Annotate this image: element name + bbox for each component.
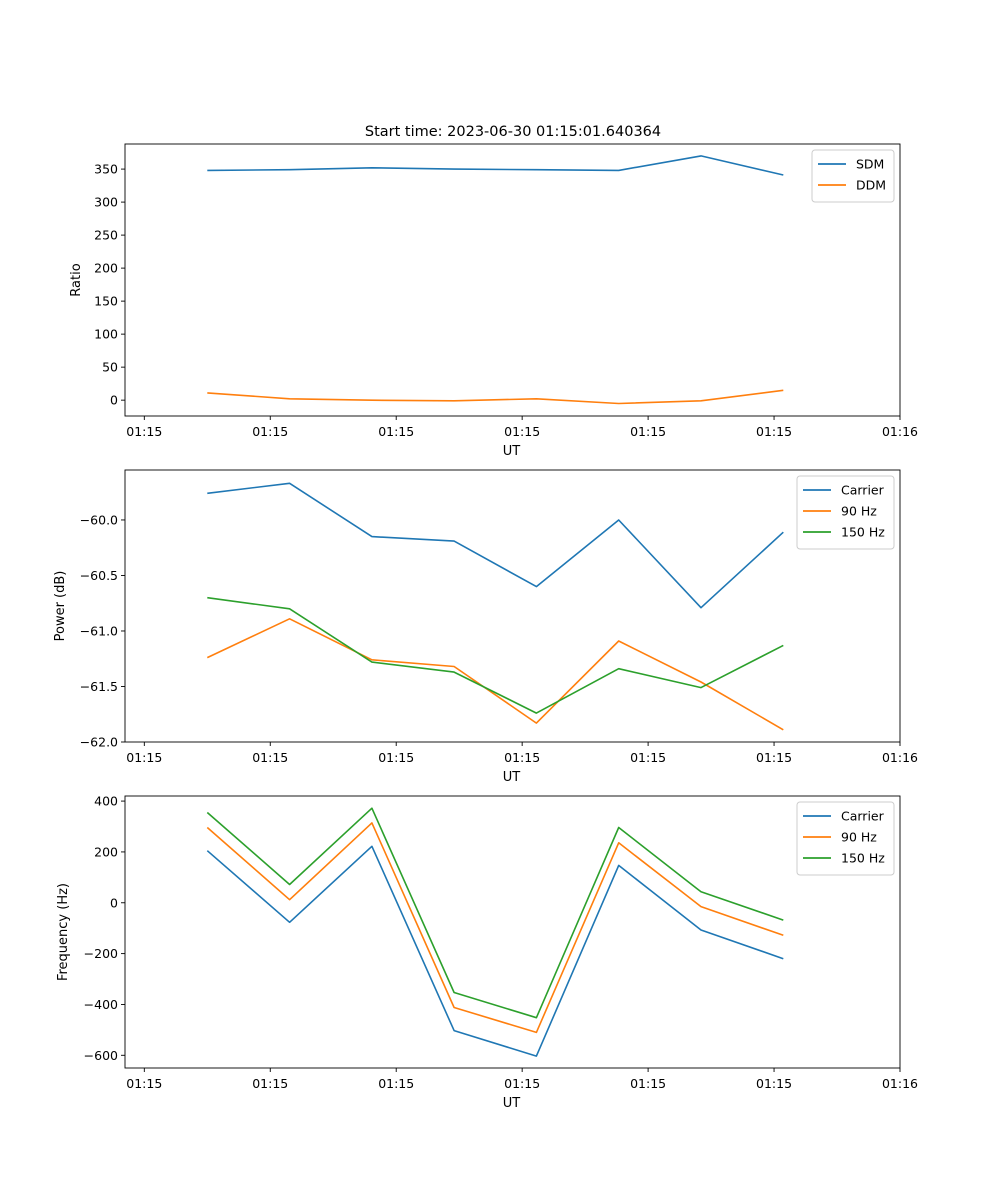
y-tick-label: 50 xyxy=(102,360,118,375)
x-tick-label: 01:15 xyxy=(756,1076,792,1091)
axes-frame xyxy=(124,143,901,417)
x-tick-label: 01:15 xyxy=(504,750,540,765)
x-tick-label: 01:16 xyxy=(882,750,918,765)
series-line-3 xyxy=(207,596,784,714)
y-tick-label: 200 xyxy=(94,844,118,859)
x-tick-label: 01:15 xyxy=(378,1076,414,1091)
legend-box xyxy=(796,801,895,876)
y-tick-label: −400 xyxy=(84,997,118,1012)
x-tick-label: 01:15 xyxy=(630,424,666,439)
axes-frame xyxy=(124,795,901,1069)
legend-label: 150 Hz xyxy=(841,525,885,540)
x-tick-label: 01:15 xyxy=(252,424,288,439)
x-tick-label: 01:15 xyxy=(630,1076,666,1091)
legend-label: Carrier xyxy=(841,809,885,824)
legend-label: Carrier xyxy=(841,483,885,498)
legend-box xyxy=(796,475,895,550)
y-tick-label: 200 xyxy=(94,261,118,276)
x-axis-label: UT xyxy=(503,1096,521,1111)
series-line-1 xyxy=(207,155,784,176)
axes-frame xyxy=(124,469,901,743)
x-tick-label: 01:16 xyxy=(882,424,918,439)
y-tick-label: −60.0 xyxy=(80,512,118,527)
legend-label: SDM xyxy=(856,157,884,172)
series-line-2 xyxy=(207,389,784,405)
x-tick-label: 01:15 xyxy=(504,424,540,439)
y-tick-label: 300 xyxy=(94,195,118,210)
x-tick-label: 01:15 xyxy=(756,750,792,765)
y-axis-label: Ratio xyxy=(69,263,84,296)
y-axis-label: Power (dB) xyxy=(53,571,68,642)
legend: SDM DDM xyxy=(811,149,895,203)
series-line-1 xyxy=(207,482,784,609)
x-tick-label: 01:15 xyxy=(630,750,666,765)
legend-box xyxy=(811,149,895,203)
x-tick-label: 01:15 xyxy=(126,1076,162,1091)
x-tick-label: 01:15 xyxy=(756,424,792,439)
chart-panel-2: 01:15 01:15 01:15 01:15 01:15 01:15 01:16 −62.0… xyxy=(53,469,918,785)
chart-panel-1: 01:15 01:15 01:15 01:15 01:15 01:15 01:16 0 50 10… xyxy=(69,143,918,459)
y-tick-label: −600 xyxy=(84,1048,118,1063)
y-tick-label: −60.5 xyxy=(80,568,118,583)
y-tick-label: 250 xyxy=(94,228,118,243)
x-axis-label: UT xyxy=(503,770,521,785)
series-line-2 xyxy=(206,822,784,1034)
y-tick-label: 0 xyxy=(110,895,118,910)
y-tick-label: 0 xyxy=(110,393,118,408)
x-tick-label: 01:16 xyxy=(882,1076,918,1091)
y-tick-label: −61.0 xyxy=(80,623,118,638)
chart-panel-3: 01:15 01:15 01:15 01:15 01:15 01:15 01:16 −600 −… xyxy=(56,794,918,1111)
x-tick-label: 01:15 xyxy=(504,1076,540,1091)
series-line-1 xyxy=(206,845,784,1057)
series-line-3 xyxy=(206,807,784,1019)
legend-label: 90 Hz xyxy=(841,504,877,519)
x-axis-label: UT xyxy=(503,444,521,459)
x-tick-label: 01:15 xyxy=(252,1076,288,1091)
y-tick-label: −61.5 xyxy=(80,679,118,694)
x-tick-label: 01:15 xyxy=(252,750,288,765)
y-tick-label: −62.0 xyxy=(80,735,118,750)
y-tick-label: 150 xyxy=(94,294,118,309)
y-tick-label: 100 xyxy=(94,327,118,342)
figure-title: Start time: 2023-06-30 01:15:01.640364 xyxy=(365,124,661,140)
legend-label: 90 Hz xyxy=(841,830,877,845)
y-axis-label: Frequency (Hz) xyxy=(56,883,71,981)
x-tick-label: 01:15 xyxy=(126,424,162,439)
y-tick-label: 350 xyxy=(94,162,118,177)
legend: Carrier 90 Hz 150 Hz xyxy=(796,801,895,876)
x-tick-label: 01:15 xyxy=(378,750,414,765)
legend: Carrier 90 Hz 150 Hz xyxy=(796,475,895,550)
x-tick-label: 01:15 xyxy=(126,750,162,765)
x-tick-label: 01:15 xyxy=(378,424,414,439)
legend-label: DDM xyxy=(856,178,886,193)
y-tick-label: −200 xyxy=(84,946,118,961)
y-tick-label: 400 xyxy=(94,794,118,809)
series-line-2 xyxy=(206,617,784,731)
legend-label: 150 Hz xyxy=(841,851,885,866)
